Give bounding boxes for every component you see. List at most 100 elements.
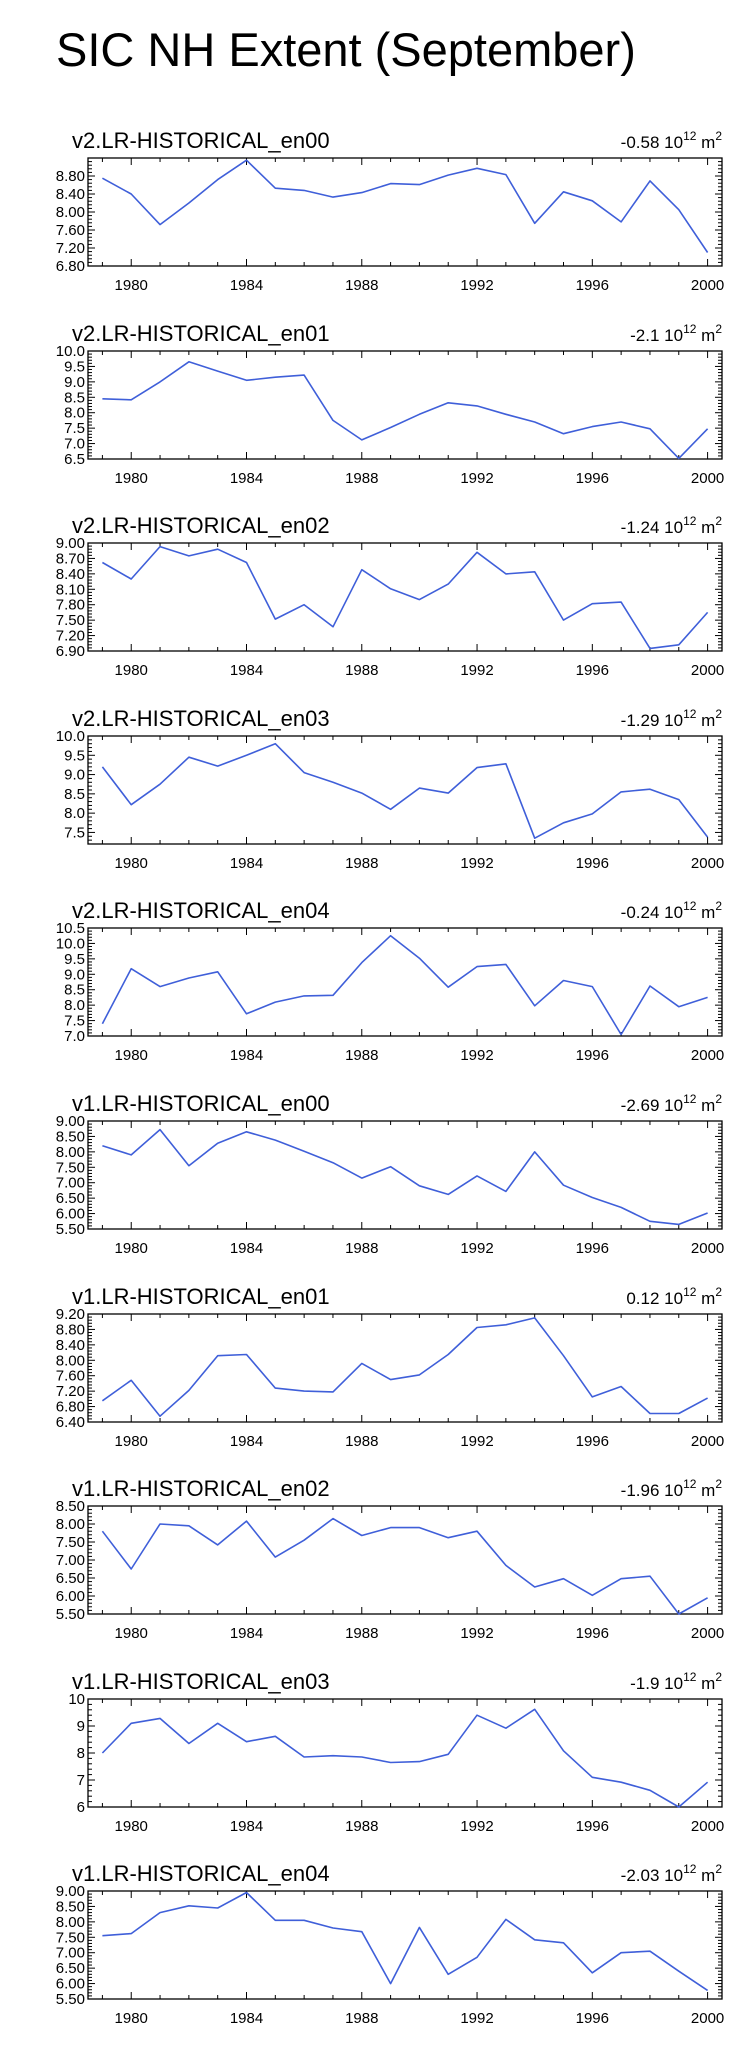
- y-tick-label: 6.00: [56, 1976, 85, 1993]
- data-point: [303, 1919, 305, 1921]
- data-point: [591, 1776, 593, 1778]
- y-tick-label: 7.50: [56, 1159, 85, 1176]
- data-point: [476, 1956, 478, 1958]
- trend-trend-exp: 12: [683, 1862, 697, 1876]
- data-point: [447, 986, 449, 988]
- data-point: [245, 379, 247, 381]
- x-tick-label: 2000: [691, 662, 724, 679]
- data-point: [505, 963, 507, 965]
- y-tick-label: 8.40: [56, 566, 85, 583]
- y-tick-label: 9.5: [64, 358, 85, 375]
- y-tick-label: 7.00: [56, 1945, 85, 1962]
- data-point: [389, 935, 391, 937]
- x-tick-label: 1988: [345, 277, 378, 294]
- data-point: [389, 182, 391, 184]
- y-tick-label: 6.00: [56, 1206, 85, 1223]
- data-point: [591, 200, 593, 202]
- data-point: [245, 159, 247, 161]
- series-line: [101, 1708, 709, 1808]
- trend-trend-exp: 12: [683, 1670, 697, 1684]
- data-point: [188, 977, 190, 979]
- data-point: [274, 1556, 276, 1558]
- x-tick-label: 2000: [691, 277, 724, 294]
- data-point: [389, 426, 391, 428]
- trend-trend-value: 0.12: [626, 1289, 659, 1308]
- data-point: [159, 1415, 161, 1417]
- trend-trend-base: 10: [659, 1481, 683, 1500]
- series-line: [101, 1317, 708, 1417]
- y-tick-label: 6: [77, 1799, 85, 1816]
- data-point: [505, 573, 507, 575]
- data-point: [591, 1972, 593, 1974]
- data-point: [562, 191, 564, 193]
- data-point: [130, 193, 132, 195]
- x-tick-label: 1996: [576, 470, 609, 487]
- trend-label: 0.12 1012 m2: [626, 1285, 722, 1308]
- y-tick-label: 7.80: [56, 597, 85, 614]
- data-point: [274, 1919, 276, 1921]
- trend-trend-base: 10: [659, 326, 683, 345]
- data-point: [361, 191, 363, 193]
- data-point: [706, 611, 708, 613]
- x-tick-label: 1988: [345, 470, 378, 487]
- data-point: [216, 548, 218, 550]
- y-tick-label: 7.20: [56, 240, 85, 257]
- data-point: [216, 1142, 218, 1144]
- x-tick-label: 1992: [460, 1240, 493, 1257]
- y-tick-label: 9.0: [64, 767, 85, 784]
- data-point: [649, 985, 651, 987]
- data-point: [620, 601, 622, 603]
- data-point: [533, 837, 535, 839]
- x-tick-label: 1984: [230, 2010, 263, 2027]
- x-tick-label: 1996: [576, 1047, 609, 1064]
- data-point: [361, 1177, 363, 1179]
- x-tick-label: 1996: [576, 277, 609, 294]
- trend-trend-unit: m: [696, 1674, 715, 1693]
- data-point: [649, 1412, 651, 1414]
- data-point: [101, 1144, 103, 1146]
- y-tick-label: 6.00: [56, 1588, 85, 1605]
- series-line: [101, 934, 708, 1036]
- trend-trend-unit-exp: 2: [715, 1862, 722, 1876]
- data-point: [620, 1578, 622, 1580]
- x-tick-label: 1992: [460, 662, 493, 679]
- data-point: [303, 189, 305, 191]
- x-tick-label: 1980: [115, 1625, 148, 1642]
- chart-title: v2.LR-HISTORICAL_en03: [72, 706, 330, 731]
- data-point: [649, 788, 651, 790]
- x-tick-label: 1988: [345, 662, 378, 679]
- x-tick-label: 1992: [460, 1047, 493, 1064]
- trend-label: -1.96 1012 m2: [621, 1477, 723, 1500]
- data-point: [216, 765, 218, 767]
- data-point: [130, 1379, 132, 1381]
- trend-trend-value: -0.58: [621, 133, 660, 152]
- data-point: [216, 178, 218, 180]
- data-point: [562, 1184, 564, 1186]
- trend-trend-unit-exp: 2: [715, 514, 722, 528]
- data-point: [505, 763, 507, 765]
- trend-label: -1.24 1012 m2: [621, 514, 723, 537]
- y-tick-label: 10.0: [56, 728, 85, 745]
- trend-trend-exp: 12: [683, 1092, 697, 1106]
- y-tick-label: 9.5: [64, 951, 85, 968]
- data-point: [389, 1761, 391, 1763]
- y-tick-label: 8.80: [56, 168, 85, 185]
- data-point: [332, 1755, 334, 1757]
- y-tick-label: 7.50: [56, 1929, 85, 1946]
- data-point: [533, 222, 535, 224]
- data-point: [620, 1952, 622, 1954]
- data-point: [332, 1517, 334, 1519]
- trend-label: -1.9 1012 m2: [630, 1670, 722, 1693]
- y-tick-label: 7.00: [56, 1175, 85, 1192]
- trend-trend-unit-exp: 2: [715, 707, 722, 721]
- data-point: [591, 425, 593, 427]
- data-point: [562, 1354, 564, 1356]
- data-point: [216, 370, 218, 372]
- y-tick-label: 5.50: [56, 1991, 85, 2008]
- data-point: [620, 791, 622, 793]
- x-tick-label: 1996: [576, 2010, 609, 2027]
- chart-panel: v2.LR-HISTORICAL_en00 -0.58 1012 m2 1980 19…: [56, 128, 724, 294]
- series-line: [102, 159, 709, 253]
- trend-label: -2.69 1012 m2: [621, 1092, 723, 1115]
- x-tick-label: 1984: [230, 1818, 263, 1835]
